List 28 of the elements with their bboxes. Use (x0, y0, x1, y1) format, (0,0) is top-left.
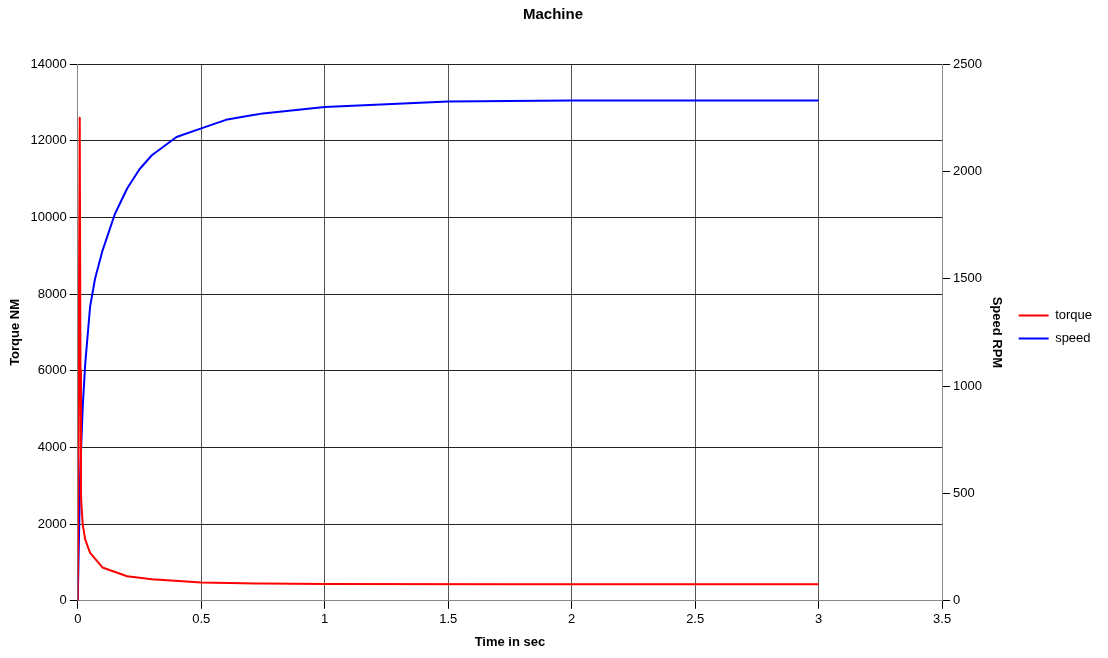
y-tick-label: 6000 (37, 362, 67, 378)
legend-label: torque (1055, 307, 1093, 323)
y2-tick-label: 2000 (953, 162, 983, 178)
y-tick-label: 0 (59, 592, 67, 608)
y2-axis-title: Speed RPM (990, 296, 1006, 369)
x-tick-label: 1.5 (439, 611, 458, 627)
y-tick-label: 4000 (37, 439, 67, 455)
y-tick-label: 8000 (37, 285, 67, 301)
x-tick-label: 0 (74, 611, 82, 627)
y-tick-label: 12000 (30, 132, 67, 148)
y-tick-label: 2000 (37, 515, 67, 531)
y2-tick-label: 500 (953, 485, 975, 501)
y2-tick-label: 1500 (953, 270, 983, 286)
chart-title: Machine (522, 5, 584, 23)
y2-tick-label: 0 (953, 592, 961, 608)
x-axis-title: Time in sec (474, 633, 546, 649)
x-tick-label: 3.5 (933, 611, 952, 627)
y2-tick-label: 2500 (953, 55, 983, 71)
y-tick-label: 10000 (30, 208, 67, 224)
x-tick-label: 2 (568, 611, 576, 627)
x-tick-label: 3 (815, 611, 823, 627)
y2-tick-label: 1000 (953, 377, 983, 393)
y-axis-title: Torque NM (7, 298, 23, 366)
legend-label: speed (1055, 330, 1091, 346)
x-tick-label: 1 (321, 611, 329, 627)
x-tick-label: 2.5 (686, 611, 705, 627)
x-tick-label: 0.5 (192, 611, 211, 627)
y-tick-label: 14000 (30, 55, 67, 71)
